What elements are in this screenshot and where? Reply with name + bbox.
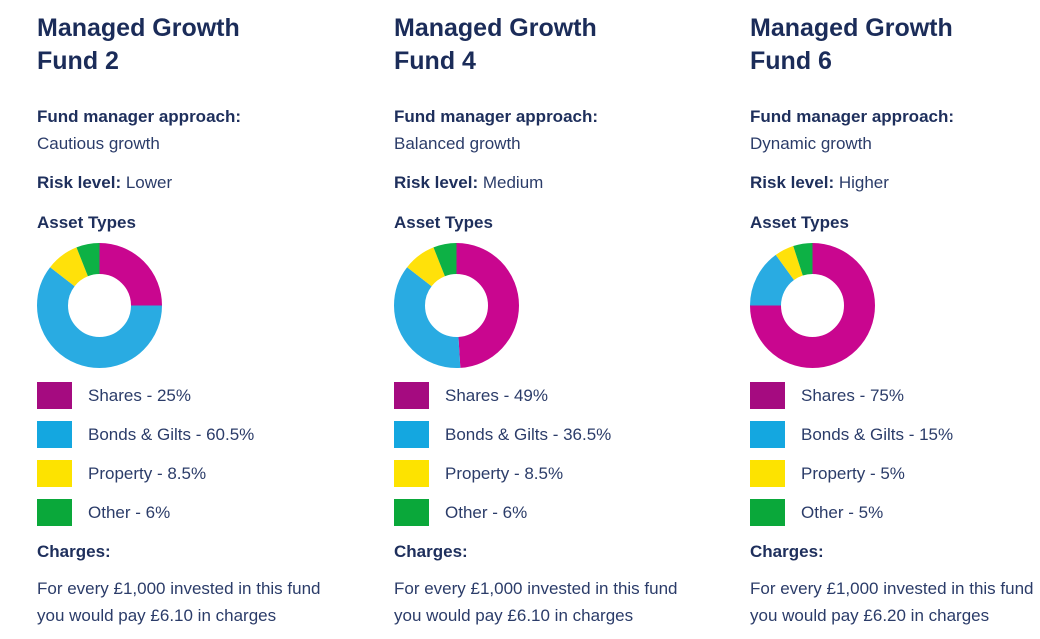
legend-label: Other - 5%: [801, 502, 884, 522]
risk-value: Medium: [482, 173, 544, 192]
legend-label: Other - 6%: [445, 502, 528, 522]
risk-line: Risk level: Medium: [394, 169, 750, 196]
other-swatch-icon: [37, 499, 72, 526]
charges-text: For every £1,000 invested in this fund y…: [37, 579, 321, 625]
legend-item-property: Property - 8.5%: [37, 460, 394, 487]
approach-label: Fund manager approach:: [750, 107, 955, 126]
legend-label: Other - 6%: [88, 502, 171, 522]
property-swatch-icon: [37, 460, 72, 487]
legend-item-bonds-gilts: Bonds & Gilts - 60.5%: [37, 421, 394, 448]
fund-card-managed-growth-2: Managed Growth Fund 2 Fund manager appro…: [37, 12, 394, 639]
shares-swatch-icon: [37, 382, 72, 409]
bonds-gilts-swatch-icon: [750, 421, 785, 448]
legend-item-shares: Shares - 25%: [37, 382, 394, 409]
other-swatch-icon: [750, 499, 785, 526]
risk-label: Risk level:: [394, 173, 479, 192]
risk-label: Risk level:: [37, 173, 122, 192]
charges-label: Charges:: [750, 542, 824, 561]
risk-value: Higher: [838, 173, 889, 192]
approach-label: Fund manager approach:: [37, 107, 242, 126]
legend-label: Bonds & Gilts - 60.5%: [88, 424, 255, 444]
asset-types-label: Asset Types: [37, 213, 136, 232]
risk-label: Risk level:: [750, 173, 835, 192]
legend-label: Shares - 75%: [801, 385, 904, 405]
fund-card-managed-growth-4: Managed Growth Fund 4 Fund manager appro…: [394, 12, 750, 639]
asset-donut-chart: [750, 243, 875, 368]
bonds-gilts-swatch-icon: [37, 421, 72, 448]
legend-item-bonds-gilts: Bonds & Gilts - 15%: [750, 421, 1040, 448]
charges-label: Charges:: [394, 542, 468, 561]
approach-value: Dynamic growth: [750, 134, 872, 153]
asset-types-label: Asset Types: [394, 213, 493, 232]
property-swatch-icon: [750, 460, 785, 487]
legend-label: Shares - 25%: [88, 385, 191, 405]
risk-line: Risk level: Higher: [750, 169, 1040, 196]
legend-label: Property - 8.5%: [88, 463, 207, 483]
approach-value: Balanced growth: [394, 134, 521, 153]
risk-line: Risk level: Lower: [37, 169, 394, 196]
legend-item-shares: Shares - 75%: [750, 382, 1040, 409]
legend-item-shares: Shares - 49%: [394, 382, 750, 409]
legend-item-bonds-gilts: Bonds & Gilts - 36.5%: [394, 421, 750, 448]
legend-item-other: Other - 5%: [750, 499, 1040, 526]
legend-label: Shares - 49%: [445, 385, 548, 405]
charges-label: Charges:: [37, 542, 111, 561]
legend-item-property: Property - 5%: [750, 460, 1040, 487]
legend-label: Property - 5%: [801, 463, 905, 483]
approach-label: Fund manager approach:: [394, 107, 599, 126]
charges-text: For every £1,000 invested in this fund y…: [394, 579, 678, 625]
legend-label: Bonds & Gilts - 15%: [801, 424, 954, 444]
legend-label: Property - 8.5%: [445, 463, 564, 483]
fund-title: Managed Growth Fund 4: [394, 14, 597, 75]
fund-title: Managed Growth Fund 6: [750, 14, 953, 75]
shares-swatch-icon: [394, 382, 429, 409]
fund-card-managed-growth-6: Managed Growth Fund 6 Fund manager appro…: [750, 12, 1040, 639]
legend-item-other: Other - 6%: [37, 499, 394, 526]
shares-swatch-icon: [750, 382, 785, 409]
legend-item-other: Other - 6%: [394, 499, 750, 526]
fund-title: Managed Growth Fund 2: [37, 14, 240, 75]
risk-value: Lower: [125, 173, 173, 192]
asset-legend: Shares - 25% Bonds & Gilts - 60.5% Prope…: [37, 382, 394, 526]
charges-text: For every £1,000 invested in this fund y…: [750, 579, 1034, 625]
asset-types-label: Asset Types: [750, 213, 849, 232]
bonds-gilts-swatch-icon: [394, 421, 429, 448]
other-swatch-icon: [394, 499, 429, 526]
property-swatch-icon: [394, 460, 429, 487]
legend-item-property: Property - 8.5%: [394, 460, 750, 487]
approach-value: Cautious growth: [37, 134, 160, 153]
asset-donut-chart: [394, 243, 519, 368]
asset-donut-chart: [37, 243, 162, 368]
asset-legend: Shares - 75% Bonds & Gilts - 15% Propert…: [750, 382, 1040, 526]
asset-legend: Shares - 49% Bonds & Gilts - 36.5% Prope…: [394, 382, 750, 526]
legend-label: Bonds & Gilts - 36.5%: [445, 424, 612, 444]
